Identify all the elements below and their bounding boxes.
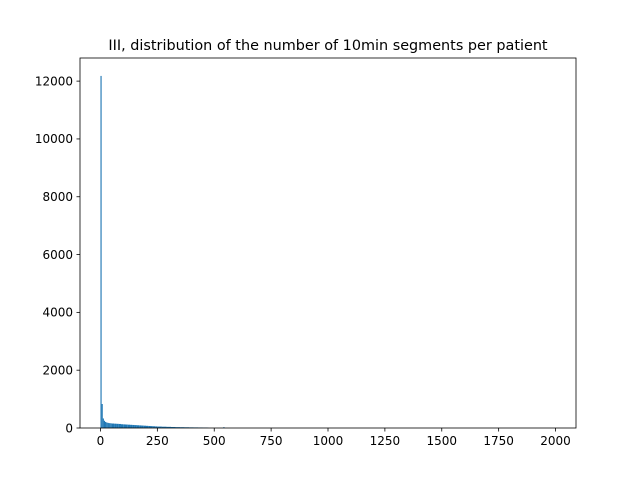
histogram-bar: [127, 424, 131, 428]
histogram-bar: [161, 426, 167, 428]
histogram-bar: [120, 424, 124, 428]
x-tick-label: 1750: [483, 434, 514, 448]
x-tick-label: 250: [146, 434, 169, 448]
plot-frame: [79, 57, 577, 429]
histogram-bar: [107, 422, 109, 428]
x-tick-label: 500: [203, 434, 226, 448]
x-tick-label: 2000: [540, 434, 571, 448]
chart-title: III, distribution of the number of 10min…: [108, 38, 548, 54]
histogram-bar: [175, 427, 181, 428]
histogram-bars: [100, 75, 225, 428]
histogram-bar: [103, 420, 106, 428]
histogram-bar: [116, 423, 119, 428]
y-tick-label: 0: [65, 421, 73, 435]
histogram-bar: [141, 425, 144, 428]
histogram-bar: [108, 423, 110, 428]
histogram-bar: [109, 423, 111, 428]
histogram-bar: [166, 426, 172, 428]
histogram-bar: [130, 424, 133, 428]
histogram-bar: [171, 426, 176, 428]
histogram-bar: [105, 421, 107, 428]
histogram-bar: [110, 423, 112, 428]
y-tick-label: 2000: [42, 363, 73, 377]
histogram-bar: [136, 425, 140, 428]
histogram-bar: [155, 426, 158, 428]
histogram-bar: [111, 423, 115, 428]
x-tick-label: 1000: [313, 434, 344, 448]
histogram-bar: [123, 424, 126, 428]
histogram-bar: [101, 404, 103, 428]
x-tick-label: 0: [97, 434, 105, 448]
y-tick-label: 10000: [35, 132, 73, 146]
histogram-bar: [132, 424, 135, 428]
histogram-bar: [143, 425, 146, 428]
histogram-bar: [102, 418, 104, 428]
histogram-bar: [152, 426, 156, 428]
y-tick-label: 6000: [42, 248, 73, 262]
histogram-bar: [118, 423, 121, 428]
histogram-bar: [139, 425, 142, 428]
histogram-bar: [134, 425, 137, 428]
x-tick-label: 1500: [426, 434, 457, 448]
y-tick-label: 8000: [42, 190, 73, 204]
histogram-bar: [125, 424, 128, 428]
histogram-bar: [150, 426, 153, 428]
histogram-bar: [180, 427, 185, 428]
histogram-bar: [148, 425, 151, 428]
histogram-bar: [106, 422, 108, 428]
histogram-bar: [145, 425, 149, 428]
x-tick-label: 750: [260, 434, 283, 448]
histogram-bar: [114, 423, 117, 428]
y-axis: 0 2000 4000 6000 8000 10000 12000: [35, 74, 80, 435]
histogram-bar: [100, 75, 102, 428]
y-tick-label: 12000: [35, 74, 73, 88]
y-tick-label: 4000: [42, 306, 73, 320]
histogram-bar: [223, 427, 225, 428]
x-tick-label: 1250: [370, 434, 401, 448]
histogram-bar: [157, 426, 162, 428]
x-axis: 0 250 500 750 1000 1250 1500 1750 2000: [97, 428, 571, 448]
